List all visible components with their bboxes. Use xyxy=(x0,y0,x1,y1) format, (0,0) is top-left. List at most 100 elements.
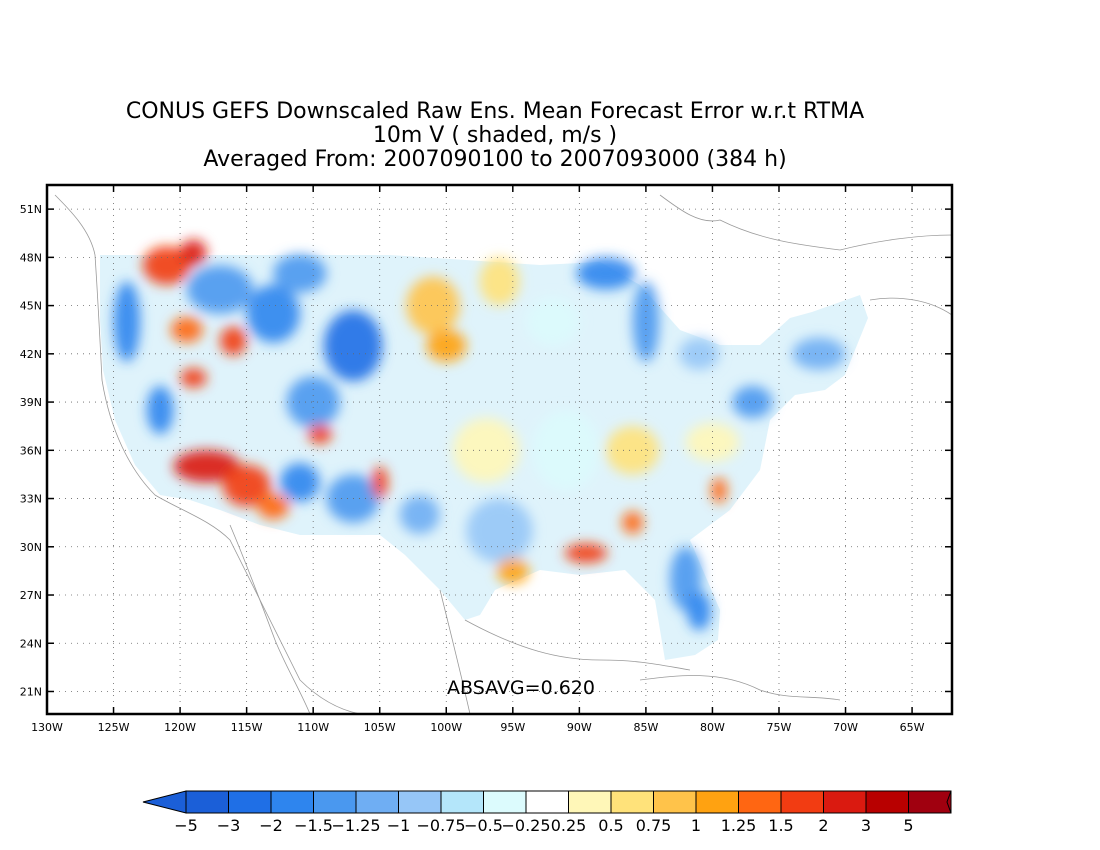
field-patch xyxy=(711,477,728,504)
field-patch xyxy=(399,495,440,534)
field-patch xyxy=(426,329,467,362)
field-patch xyxy=(687,591,712,631)
colorbar-label: 1.5 xyxy=(768,816,793,835)
colorbar-segment xyxy=(228,790,272,814)
lat-tick-label: 48N xyxy=(20,251,42,264)
lon-tick-label: 110W xyxy=(297,721,329,734)
colorbar-label: −5 xyxy=(174,816,198,835)
lon-tick-label: 95W xyxy=(500,721,525,734)
field-patch xyxy=(170,316,203,343)
lon-tick-label: 105W xyxy=(364,721,396,734)
colorbar-segment xyxy=(440,790,484,814)
field-patch xyxy=(632,281,660,362)
colorbar-label: −3 xyxy=(217,816,241,835)
field-patch xyxy=(679,337,720,370)
absavg-annotation: ABSAVG=0.620 xyxy=(447,677,595,699)
lat-tick-label: 24N xyxy=(20,637,42,650)
colorbar-segment xyxy=(313,790,357,814)
lon-tick-label: 70W xyxy=(833,721,858,734)
colorbar-label: 5 xyxy=(903,816,913,835)
field-patch xyxy=(323,310,383,382)
colorbar-label: −0.25 xyxy=(501,816,550,835)
field-patch xyxy=(180,368,207,388)
field-patch xyxy=(564,543,608,563)
field-patch xyxy=(576,257,636,290)
colorbar-segment xyxy=(738,790,782,814)
field-patch xyxy=(220,326,247,356)
field-patch xyxy=(186,265,254,314)
colorbar-label: 1 xyxy=(691,816,701,835)
colorbar-label: −0.5 xyxy=(464,816,503,835)
field-patch xyxy=(371,466,388,499)
lon-tick-label: 115W xyxy=(231,721,263,734)
field-patch xyxy=(246,284,300,343)
lat-tick-label: 27N xyxy=(20,589,42,602)
field-patch xyxy=(257,493,290,520)
field-patch xyxy=(526,297,580,346)
lon-tick-label: 125W xyxy=(98,721,130,734)
colorbar-segment xyxy=(908,790,952,814)
grid-lines xyxy=(47,185,952,714)
longitude-axis: 130W 125W 120W 115W 110W 105W 100W 95W 90W 85W 80W… xyxy=(31,185,925,734)
colorbar-label: 0.25 xyxy=(551,816,587,835)
lon-tick-label: 75W xyxy=(767,721,792,734)
field-patch xyxy=(279,463,320,502)
colorbar-segment xyxy=(355,790,399,814)
colorbar-low-arrow xyxy=(142,790,187,814)
lat-tick-label: 45N xyxy=(20,300,42,313)
map-plot: 51N 48N 45N 42N 39N 36N 33N 30N 27N 24N 21N 130W 12… xyxy=(20,183,954,734)
field-patch xyxy=(732,385,773,419)
colorbar-segment xyxy=(780,790,824,814)
field-patch xyxy=(685,422,740,462)
colorbar-segment xyxy=(695,790,739,814)
lon-tick-label: 100W xyxy=(430,721,462,734)
lat-tick-label: 42N xyxy=(20,348,42,361)
title-line-2: 10m V ( shaded, m/s ) xyxy=(372,123,618,148)
lat-tick-label: 21N xyxy=(20,685,42,698)
colorbar-segment xyxy=(483,790,527,814)
field-patch xyxy=(621,511,644,534)
lon-tick-label: 65W xyxy=(900,721,925,734)
colorbar-segment xyxy=(270,790,314,814)
title-line-3: Averaged From: 2007090100 to 2007093000 … xyxy=(203,147,787,172)
lon-tick-label: 130W xyxy=(31,721,63,734)
field-patch xyxy=(173,450,240,483)
colorbar-segment xyxy=(185,790,229,814)
title-line-1: CONUS GEFS Downscaled Raw Ens. Mean Fore… xyxy=(125,99,865,124)
field-patch xyxy=(406,276,460,335)
field-patch xyxy=(273,254,327,293)
field-patch xyxy=(466,498,533,563)
colorbar-label: −2 xyxy=(259,816,283,835)
field-patch xyxy=(142,246,191,285)
field-patch xyxy=(479,257,520,306)
colorbar-segment xyxy=(398,790,442,814)
colorbar-label: 0.75 xyxy=(636,816,672,835)
colorbar-label: −1.25 xyxy=(331,816,380,835)
lon-tick-label: 85W xyxy=(633,721,658,734)
figure-title: CONUS GEFS Downscaled Raw Ens. Mean Fore… xyxy=(0,100,990,172)
field-patch xyxy=(286,376,340,428)
colorbar-label: −0.75 xyxy=(416,816,465,835)
lon-tick-label: 90W xyxy=(567,721,592,734)
colorbar-label: −1.5 xyxy=(294,816,333,835)
field-patch xyxy=(180,239,207,266)
lon-tick-label: 80W xyxy=(700,721,725,734)
colorbar-high-arrow xyxy=(946,790,952,814)
field-patch xyxy=(452,418,520,483)
field-patch xyxy=(605,426,660,475)
lat-tick-label: 30N xyxy=(20,541,42,554)
latitude-axis: 51N 48N 45N 42N 39N 36N 33N 30N 27N 24N 21N xyxy=(20,203,952,698)
field-patch xyxy=(307,424,332,444)
colorbar-segment xyxy=(823,790,867,814)
plot-border xyxy=(45,183,954,716)
colorbar-segment xyxy=(865,790,909,814)
field-patch xyxy=(113,281,141,362)
colorbar-segment xyxy=(653,790,697,814)
lat-tick-label: 33N xyxy=(20,493,42,506)
field-patch xyxy=(792,337,846,370)
colorbar-label: 3 xyxy=(861,816,871,835)
colorbar-label: 0.5 xyxy=(598,816,623,835)
colorbar-segment xyxy=(568,790,612,814)
colorbar-label: −1 xyxy=(387,816,411,835)
